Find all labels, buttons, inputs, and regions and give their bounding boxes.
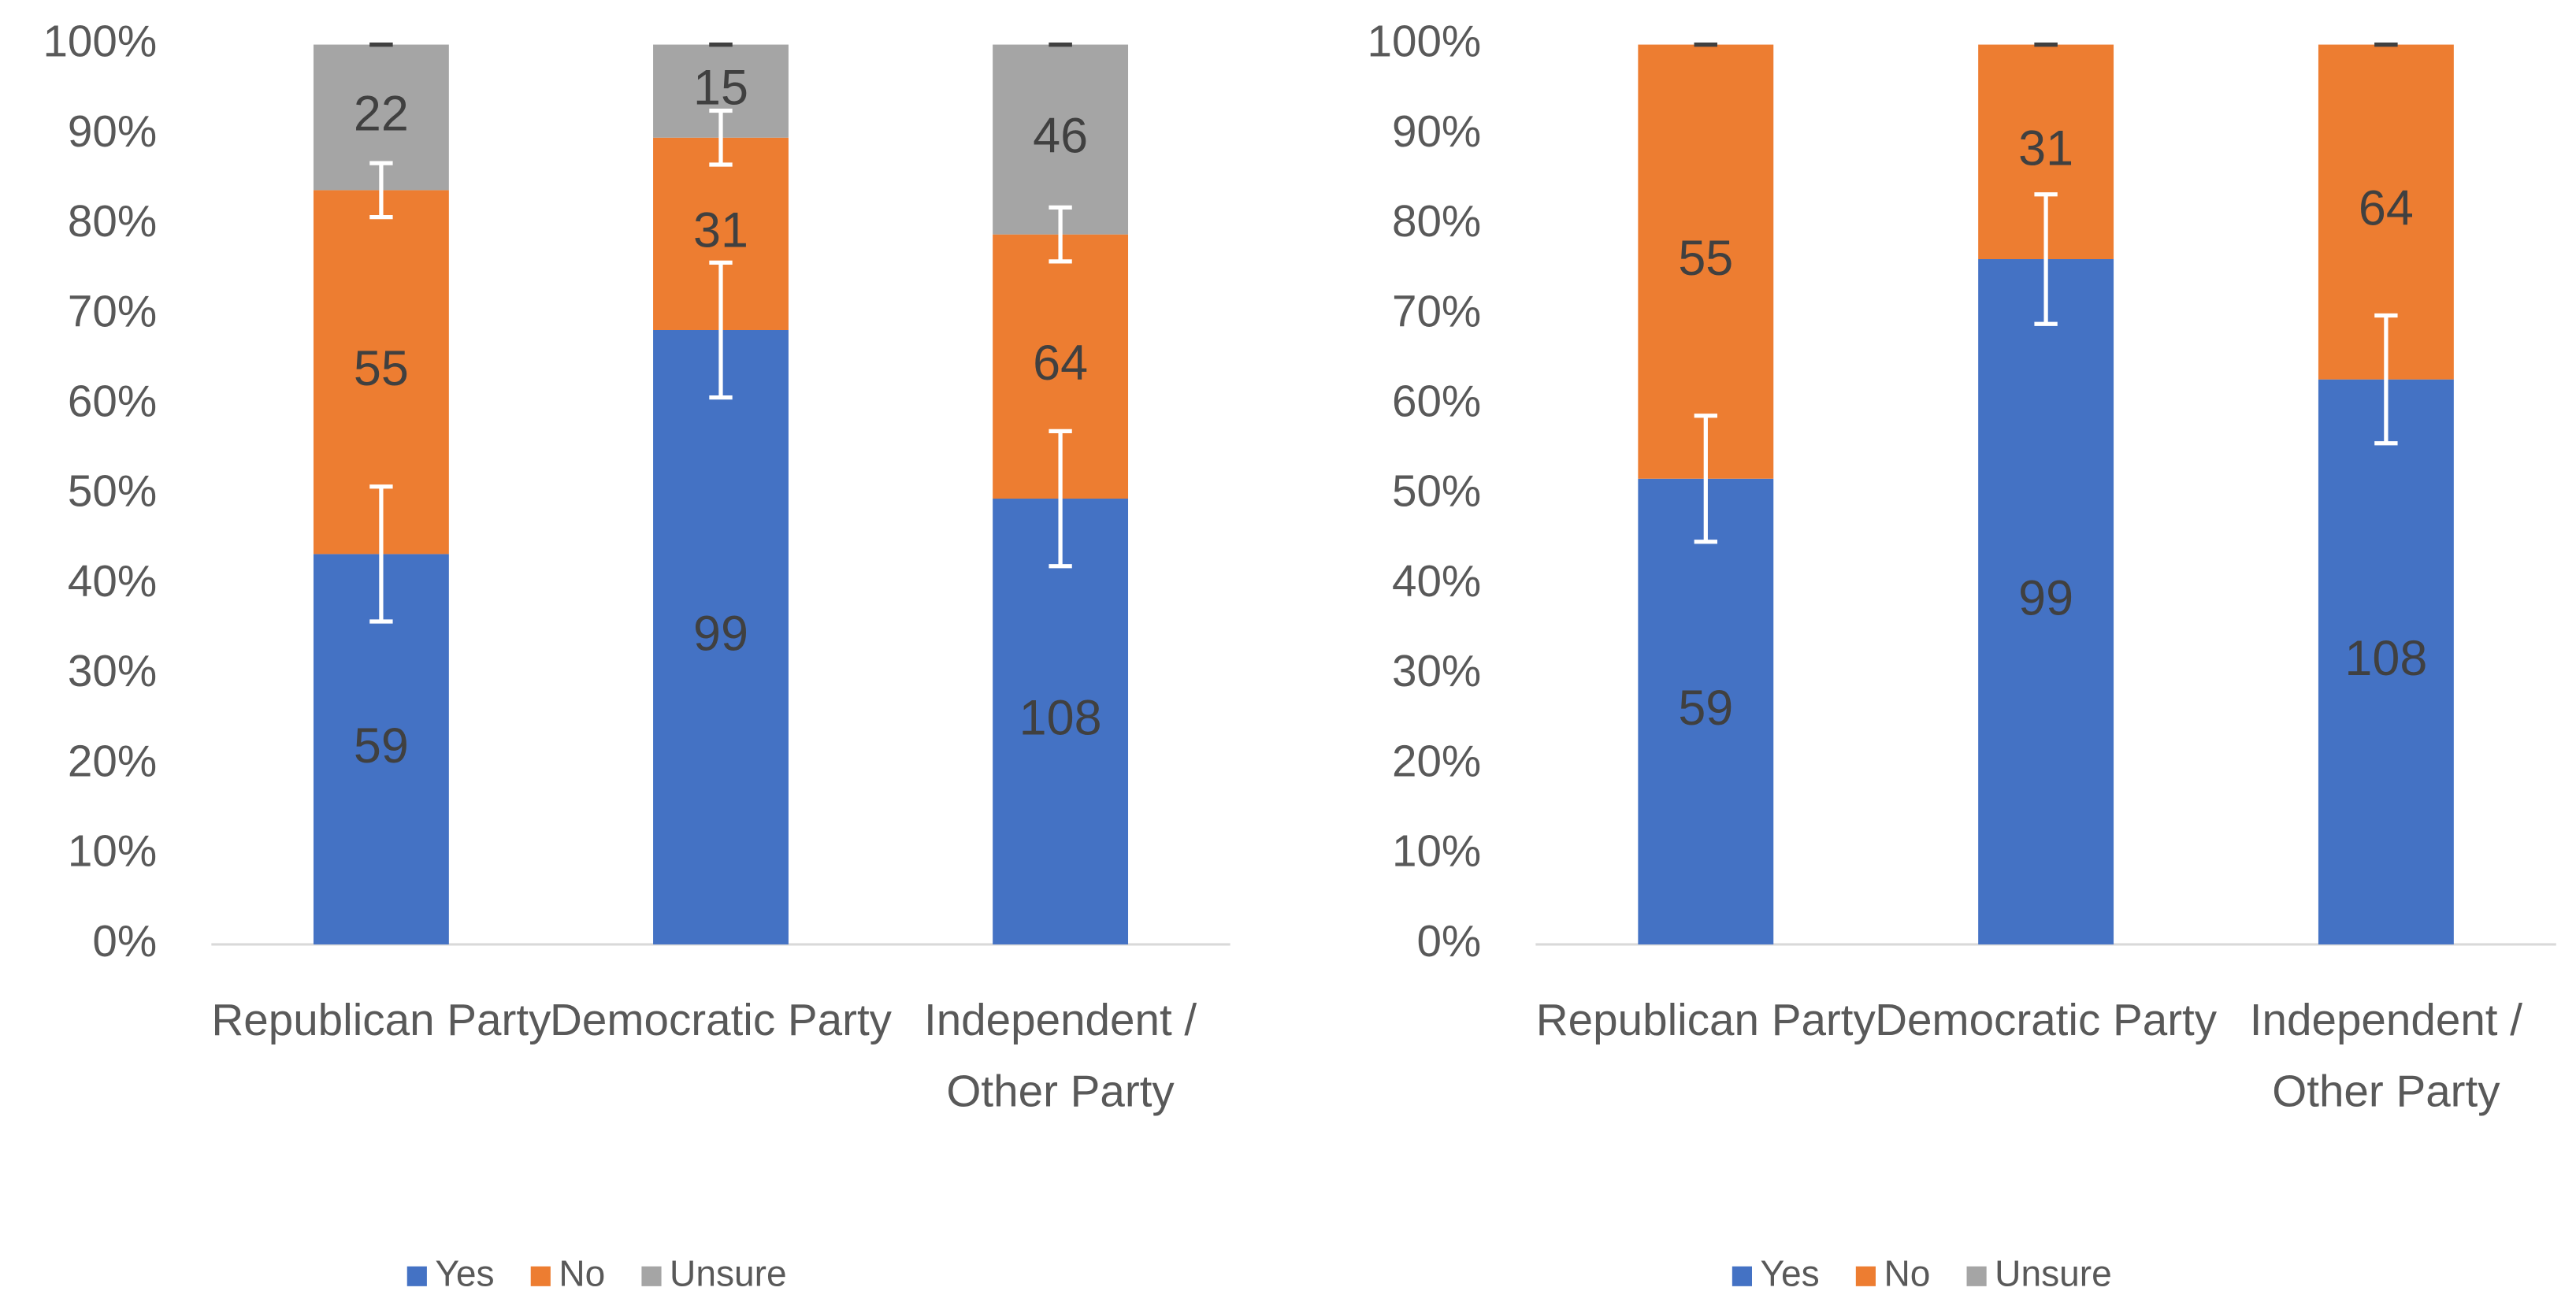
legend-label: Yes bbox=[1760, 1252, 1819, 1293]
x-tick-label: Independent / Other Party bbox=[923, 995, 1197, 1116]
data-label: 31 bbox=[2018, 121, 2073, 176]
data-label: 99 bbox=[693, 607, 748, 662]
error-bar bbox=[709, 108, 733, 167]
y-tick-label: 100% bbox=[43, 17, 157, 66]
y-tick-label: 40% bbox=[68, 556, 157, 606]
y-tick-label: 70% bbox=[68, 286, 157, 336]
y-tick-label: 100% bbox=[1368, 17, 1482, 66]
y-tick-label: 0% bbox=[92, 916, 157, 966]
x-tick-label: Democratic Party bbox=[1875, 995, 2218, 1045]
y-tick-label: 40% bbox=[1392, 556, 1481, 606]
legend-swatch bbox=[1966, 1266, 1987, 1286]
legend-swatch bbox=[406, 1266, 427, 1286]
data-label: 59 bbox=[354, 718, 409, 774]
data-label: 64 bbox=[2359, 181, 2414, 236]
x-tick-label: Republican Party bbox=[1535, 995, 1876, 1045]
y-tick-label: 60% bbox=[68, 376, 157, 425]
error-bar bbox=[2034, 192, 2058, 326]
y-tick-label: 90% bbox=[68, 106, 157, 156]
data-label: 15 bbox=[693, 60, 748, 115]
legend-swatch bbox=[1732, 1266, 1752, 1286]
y-tick-label: 70% bbox=[1392, 286, 1481, 336]
data-label: 55 bbox=[1678, 231, 1733, 286]
error-bar bbox=[1049, 429, 1072, 569]
x-tick-label-box: Democratic Party bbox=[549, 995, 893, 1045]
error-bar bbox=[369, 484, 393, 624]
x-tick-label-box: Republican Party bbox=[1535, 995, 1876, 1045]
bar-segment bbox=[1638, 478, 1774, 944]
y-tick-label: 90% bbox=[1392, 106, 1481, 156]
y-tick-label: 10% bbox=[68, 826, 157, 876]
data-label: 108 bbox=[2344, 631, 2427, 686]
error-bar bbox=[1694, 414, 1717, 544]
bar-segment bbox=[1978, 259, 2114, 944]
y-tick-label: 80% bbox=[68, 196, 157, 246]
bar-segment bbox=[653, 329, 789, 944]
bar-segment bbox=[993, 44, 1129, 235]
y-tick-label: 50% bbox=[1392, 466, 1481, 516]
legend-label: No bbox=[1884, 1252, 1930, 1293]
y-tick-label: 0% bbox=[1416, 916, 1481, 966]
y-tick-label: 80% bbox=[1392, 196, 1481, 246]
y-tick-label: 30% bbox=[68, 646, 157, 696]
bar-segment bbox=[1638, 44, 1774, 479]
error-bar bbox=[2374, 313, 2398, 446]
data-label: 22 bbox=[354, 87, 409, 142]
bar-segment bbox=[2318, 379, 2454, 944]
legend-swatch bbox=[641, 1266, 662, 1286]
legend-swatch bbox=[1855, 1266, 1876, 1286]
x-tick-label-box: Republican Party bbox=[211, 995, 551, 1045]
y-tick-label: 20% bbox=[68, 736, 157, 785]
data-label: 99 bbox=[2018, 571, 2073, 626]
data-label: 108 bbox=[1019, 691, 1102, 746]
y-tick-label: 20% bbox=[1392, 736, 1481, 785]
y-tick-label: 10% bbox=[1392, 826, 1481, 876]
data-label: 59 bbox=[1678, 681, 1733, 736]
data-label: 31 bbox=[693, 202, 748, 258]
error-bar bbox=[1049, 205, 1072, 264]
x-tick-label: Republican Party bbox=[211, 995, 551, 1045]
data-label: 64 bbox=[1033, 336, 1088, 391]
legend-label: Unsure bbox=[1995, 1252, 2112, 1293]
x-tick-label: Democratic Party bbox=[549, 995, 893, 1045]
legend-swatch bbox=[530, 1266, 551, 1286]
y-tick-label: 60% bbox=[1392, 376, 1481, 425]
legend-label: Yes bbox=[435, 1252, 494, 1293]
x-tick-label-box: Democratic Party bbox=[1875, 995, 2218, 1045]
bar-segment bbox=[993, 499, 1129, 944]
y-tick-label: 50% bbox=[68, 466, 157, 516]
data-label: 55 bbox=[354, 341, 409, 396]
data-label: 46 bbox=[1033, 109, 1088, 164]
legend-label: No bbox=[559, 1252, 605, 1293]
y-tick-label: 30% bbox=[1392, 646, 1481, 696]
x-tick-label: Independent / Other Party bbox=[2249, 995, 2522, 1116]
x-tick-label-box: Independent / Other Party bbox=[2249, 995, 2522, 1116]
error-bar bbox=[369, 161, 393, 220]
error-bar bbox=[709, 260, 733, 400]
x-tick-label-box: Independent / Other Party bbox=[923, 995, 1197, 1116]
legend-label: Unsure bbox=[670, 1252, 787, 1293]
